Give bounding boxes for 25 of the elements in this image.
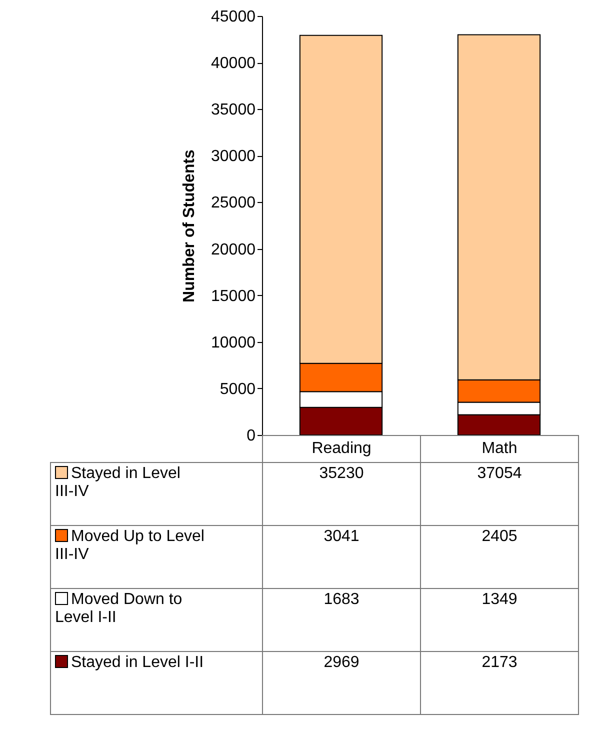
y-tick-label: 25000 bbox=[211, 194, 256, 212]
x-tick-label: Reading bbox=[262, 436, 420, 462]
y-tick-label: 30000 bbox=[211, 148, 256, 166]
y-tick-label: 35000 bbox=[211, 102, 256, 119]
y-tick-label: 20000 bbox=[211, 241, 256, 258]
data-label: 3041 bbox=[262, 526, 420, 588]
text: Moved Down to Level I-II bbox=[55, 591, 182, 626]
y-tick-label: 45000 bbox=[211, 8, 256, 26]
text: Moved Up to Level III-IV bbox=[55, 528, 204, 563]
y-tick-label: 0 bbox=[246, 428, 256, 444]
x-tick-label: Math bbox=[420, 436, 578, 462]
data-label: 37054 bbox=[420, 462, 578, 526]
legend-label: Stayed in Level I-II bbox=[71, 654, 204, 671]
y-tick-label: 40000 bbox=[211, 55, 256, 72]
data-label: 2969 bbox=[262, 652, 420, 714]
y-tick-label: 5000 bbox=[220, 380, 256, 398]
data-label: 1349 bbox=[420, 588, 578, 652]
y-axis-title: Number of Students bbox=[181, 149, 198, 302]
y-tick-label: 15000 bbox=[211, 288, 256, 305]
y-tick-label: 10000 bbox=[211, 334, 256, 352]
data-label: 35230 bbox=[262, 462, 420, 526]
data-label: 1683 bbox=[262, 588, 420, 652]
text: Stayed in Level III-IV bbox=[55, 465, 180, 500]
data-label: 2405 bbox=[420, 526, 578, 588]
data-label: 2173 bbox=[420, 652, 578, 714]
